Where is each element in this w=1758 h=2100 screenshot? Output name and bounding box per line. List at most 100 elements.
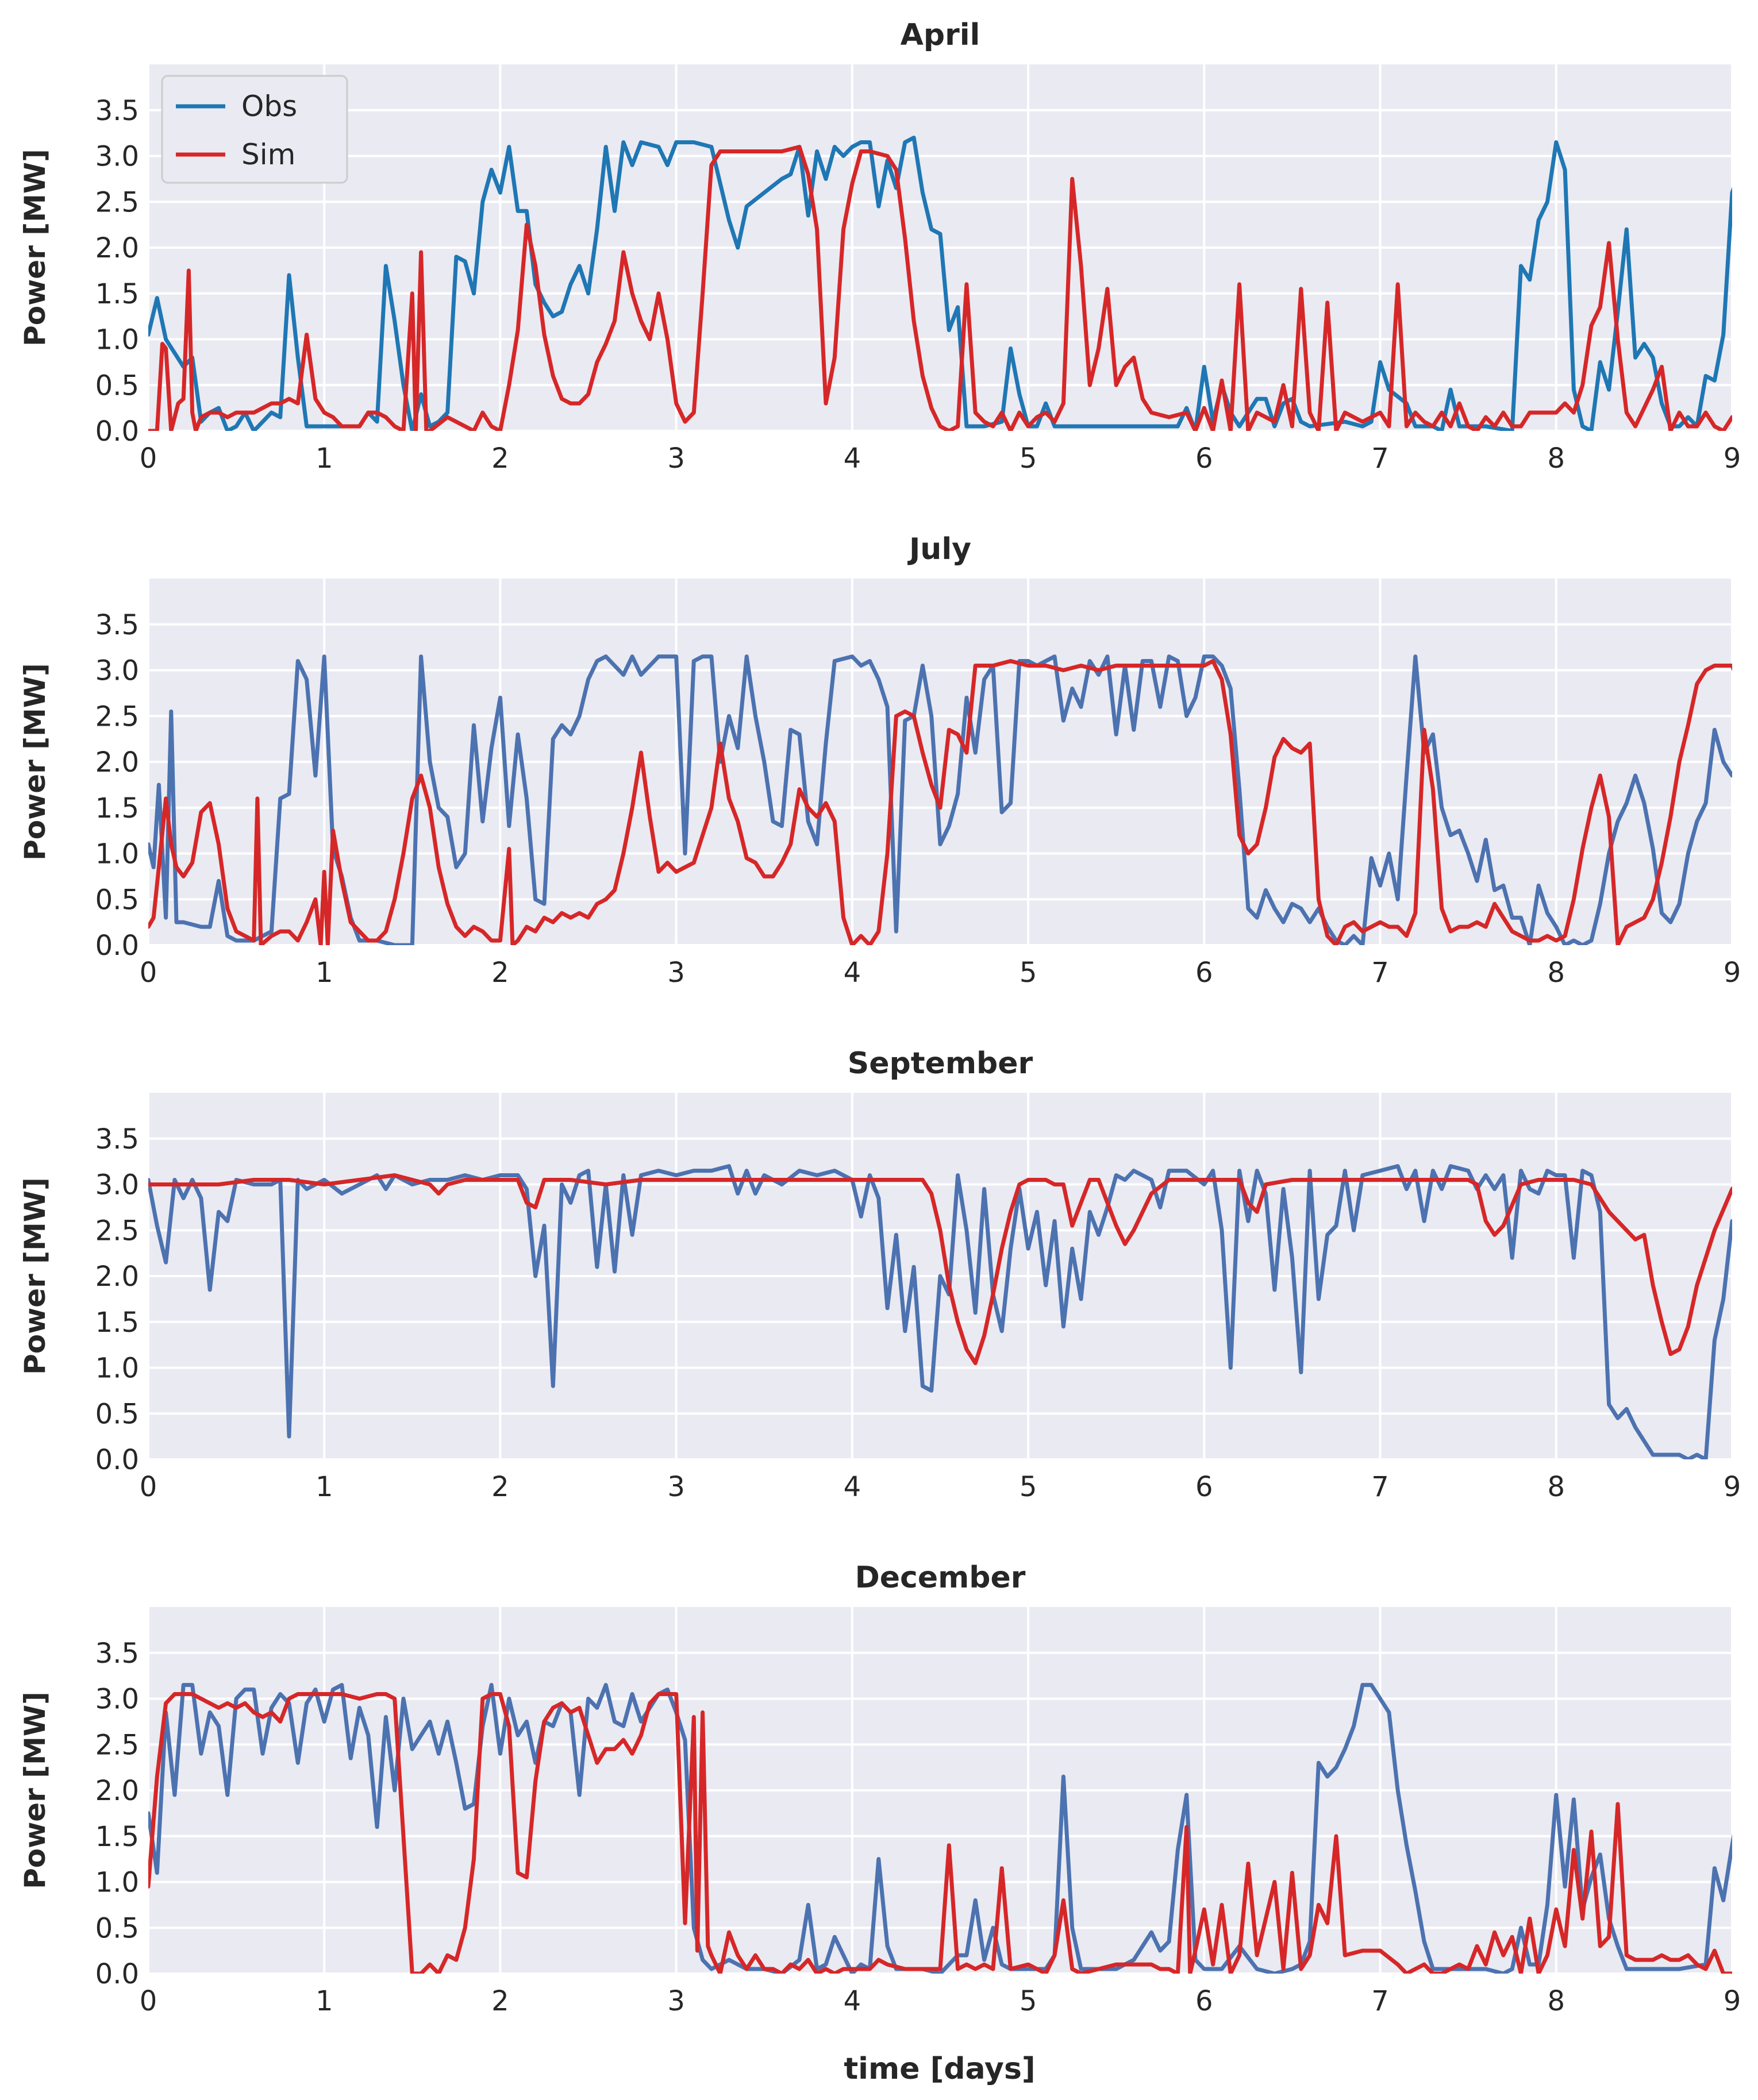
y-tick-label: 2.0 [95, 746, 139, 779]
series-group [148, 654, 1732, 945]
y-tick-label: 0.5 [95, 884, 139, 916]
x-tick-label: 2 [491, 957, 509, 989]
y-tick-label: 2.0 [95, 1261, 139, 1293]
y-tick-label: 0.0 [95, 1444, 139, 1476]
y-axis-label: Power [MW] [18, 1177, 52, 1375]
series-line-obs [148, 1164, 1732, 1459]
panel-title: April [901, 18, 980, 52]
x-tick-label: 8 [1548, 957, 1565, 989]
series-line-sim [148, 1692, 1732, 1974]
y-tick-label: 0.5 [95, 1398, 139, 1430]
x-tick-label: 9 [1724, 442, 1741, 475]
x-tick-label: 0 [140, 957, 157, 989]
legend-label-obs: Obs [241, 90, 297, 123]
x-tick-label: 9 [1724, 1471, 1741, 1503]
x-tick-label: 3 [667, 1471, 685, 1503]
y-axis-label: Power [MW] [18, 149, 52, 346]
x-tick-label: 1 [316, 1985, 333, 2017]
x-tick-label: 1 [316, 442, 333, 475]
y-tick-label: 1.0 [95, 838, 139, 870]
y-tick-label: 3.0 [95, 1169, 139, 1201]
y-tick-label: 3.0 [95, 141, 139, 173]
y-tick-label: 3.5 [95, 1637, 139, 1670]
chart-panel-september: 0 1 2 3 4 5 6 7 8 9 0.0 0.5 1.0 1.5 2.0 2.5 3.0 3.5 Septem… [18, 1046, 1741, 1503]
x-tick-label: 5 [1020, 1471, 1037, 1503]
x-tick-label: 6 [1195, 957, 1213, 989]
x-tick-label: 0 [140, 442, 157, 475]
y-tick-label: 1.5 [95, 278, 139, 310]
panel-title: July [907, 532, 971, 567]
series-group [148, 1683, 1732, 1974]
x-tick-label: 0 [140, 1985, 157, 2017]
y-tick-label: 0.0 [95, 415, 139, 448]
x-tick-label: 4 [844, 1985, 861, 2017]
x-tick-label: 2 [491, 1985, 509, 2017]
y-tick-label: 0.5 [95, 369, 139, 402]
chart-panel-december: 0 1 2 3 4 5 6 7 8 9 0.0 0.5 1.0 1.5 2.0 2.5 3.0 3.5 Decemb… [18, 1560, 1741, 2017]
legend-label-sim: Sim [241, 138, 295, 171]
x-tick-label: 7 [1371, 957, 1389, 989]
y-tick-label: 2.5 [95, 1215, 139, 1247]
panels: 0 1 2 3 4 5 6 7 8 9 0.0 0.5 1.0 1.5 2.0 2.5 3.0 3.5 April P… [18, 18, 1741, 2017]
y-tick-label: 0.0 [95, 930, 139, 962]
y-tick-label: 0.5 [95, 1912, 139, 1944]
x-tick-label: 3 [667, 442, 685, 475]
series-group [148, 1164, 1732, 1459]
y-axis-label: Power [MW] [18, 1691, 52, 1889]
y-tick-label: 3.5 [95, 95, 139, 127]
x-tick-label: 3 [667, 1985, 685, 2017]
series-line-sim [148, 145, 1732, 431]
y-tick-label: 2.5 [95, 186, 139, 218]
x-tick-label: 9 [1724, 1985, 1741, 2017]
x-axis-label: time [days] [844, 2052, 1035, 2086]
y-tick-label: 1.5 [95, 1307, 139, 1339]
y-tick-label: 1.0 [95, 1867, 139, 1899]
y-tick-label: 3.5 [95, 609, 139, 641]
x-tick-label: 4 [844, 442, 861, 475]
y-tick-label: 3.0 [95, 1683, 139, 1716]
y-tick-label: 3.5 [95, 1123, 139, 1155]
x-tick-label: 9 [1724, 957, 1741, 989]
x-tick-label: 4 [844, 1471, 861, 1503]
x-tick-label: 1 [316, 957, 333, 989]
x-tick-label: 8 [1548, 1985, 1565, 2017]
series-group [148, 136, 1732, 431]
panel-title: September [848, 1046, 1033, 1081]
y-tick-label: 0.0 [95, 1958, 139, 1990]
x-tick-label: 3 [667, 957, 685, 989]
x-tick-label: 7 [1371, 1471, 1389, 1503]
x-tick-label: 8 [1548, 1471, 1565, 1503]
y-tick-label: 1.5 [95, 1821, 139, 1853]
x-tick-label: 7 [1371, 442, 1389, 475]
y-tick-label: 3.0 [95, 655, 139, 687]
x-tick-label: 6 [1195, 1471, 1213, 1503]
x-tick-label: 6 [1195, 442, 1213, 475]
series-line-obs [148, 654, 1732, 945]
y-tick-label: 1.0 [95, 324, 139, 356]
legend: Obs Sim [161, 75, 348, 184]
y-tick-label: 2.5 [95, 1729, 139, 1761]
x-tick-label: 4 [844, 957, 861, 989]
y-tick-label: 2.5 [95, 700, 139, 733]
x-tick-label: 7 [1371, 1985, 1389, 2017]
x-tick-label: 1 [316, 1471, 333, 1503]
y-tick-label: 2.0 [95, 1775, 139, 1807]
x-tick-label: 2 [491, 1471, 509, 1503]
x-tick-label: 2 [491, 442, 509, 475]
y-tick-label: 1.5 [95, 792, 139, 824]
x-tick-label: 5 [1020, 1985, 1037, 2017]
x-tick-label: 6 [1195, 1985, 1213, 2017]
chart-panel-july: 0 1 2 3 4 5 6 7 8 9 0.0 0.5 1.0 1.5 2.0 2.5 3.0 3.5 July Po… [18, 532, 1741, 989]
y-tick-label: 1.0 [95, 1353, 139, 1385]
x-tick-label: 5 [1020, 957, 1037, 989]
x-tick-label: 0 [140, 1471, 157, 1503]
series-line-sim [148, 659, 1732, 945]
y-tick-label: 2.0 [95, 232, 139, 264]
series-line-obs [148, 136, 1732, 431]
panel-title: December [855, 1560, 1026, 1595]
series-line-sim [148, 1173, 1732, 1365]
x-tick-label: 5 [1020, 442, 1037, 475]
y-axis-label: Power [MW] [18, 663, 52, 861]
chart-panel-april: 0 1 2 3 4 5 6 7 8 9 0.0 0.5 1.0 1.5 2.0 2.5 3.0 3.5 April P… [18, 18, 1741, 475]
